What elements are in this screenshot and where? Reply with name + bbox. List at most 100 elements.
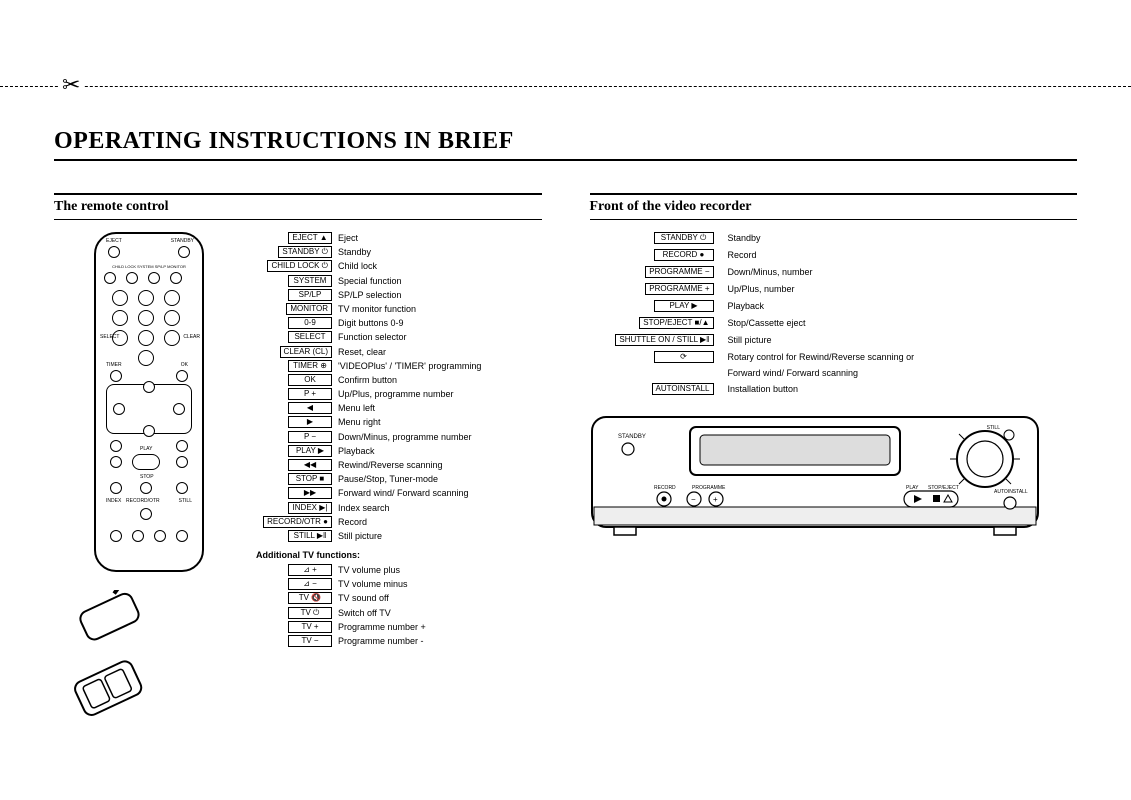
cut-line bbox=[0, 86, 1131, 87]
front-legend-button: AUTOINSTALL bbox=[652, 383, 714, 395]
legend-row: P + Up/Plus, programme number bbox=[256, 388, 542, 400]
legend-row: STOP ■ Pause/Stop, Tuner-mode bbox=[256, 473, 542, 485]
right-heading: Front of the video recorder bbox=[590, 193, 1078, 220]
battery-insert-icon bbox=[54, 660, 164, 720]
num6 bbox=[164, 310, 180, 326]
num9 bbox=[164, 330, 180, 346]
vol-dn bbox=[110, 456, 122, 468]
front-legend-desc: Standby bbox=[720, 233, 761, 243]
front-legend-row: STOP/EJECT ■/▲Stop/Cassette eject bbox=[590, 317, 1078, 329]
legend-desc: Digit buttons 0-9 bbox=[338, 318, 404, 328]
num5 bbox=[138, 310, 154, 326]
legend-button: SELECT bbox=[288, 331, 332, 343]
front-legend-desc: Installation button bbox=[720, 384, 799, 394]
b2 bbox=[126, 272, 138, 284]
num4 bbox=[112, 310, 128, 326]
vol-up bbox=[110, 440, 122, 452]
legend-button: EJECT ▲ bbox=[288, 232, 332, 244]
num3 bbox=[164, 290, 180, 306]
legend-button: TV + bbox=[288, 621, 332, 633]
legend-row: CHILD LOCK ⏻Child lock bbox=[256, 260, 542, 272]
b3 bbox=[148, 272, 160, 284]
legend-desc: Standby bbox=[338, 247, 371, 257]
legend-row: EJECT ▲Eject bbox=[256, 232, 542, 244]
tv-up bbox=[176, 440, 188, 452]
right-column: Front of the video recorder STANDBY ⏻Sta… bbox=[590, 193, 1078, 720]
b4 bbox=[170, 272, 182, 284]
front-legend-row: PROGRAMME − Down/Minus, number bbox=[590, 266, 1078, 278]
front-legend-row: STANDBY ⏻Standby bbox=[590, 232, 1078, 244]
legend-row: TIMER ⊕'VIDEOPlus' / 'TIMER' programming bbox=[256, 360, 542, 372]
lbl-stop: STOP bbox=[140, 474, 154, 480]
legend-row: ◀ Menu left bbox=[256, 402, 542, 414]
tvoff bbox=[132, 530, 144, 542]
legend-button: ▶▶ bbox=[288, 487, 332, 499]
legend-row: 0-9Digit buttons 0-9 bbox=[256, 317, 542, 329]
svg-text:STOP/EJECT: STOP/EJECT bbox=[928, 485, 959, 491]
legend-row: ▶Menu right bbox=[256, 416, 542, 428]
front-legend-row: AUTOINSTALL Installation button bbox=[590, 383, 1078, 395]
legend-button: P + bbox=[288, 388, 332, 400]
legend-desc: Still picture bbox=[338, 531, 382, 541]
num2 bbox=[138, 290, 154, 306]
lbl-ok: OK bbox=[181, 362, 188, 368]
legend-row: P −Down/Minus, programme number bbox=[256, 431, 542, 443]
legend-desc: Reset, clear bbox=[338, 347, 386, 357]
front-legend-button: PROGRAMME − bbox=[645, 266, 713, 278]
legend-row: ▶▶ Forward wind/ Forward scanning bbox=[256, 487, 542, 499]
front-legend-row: Forward wind/ Forward scanning bbox=[590, 368, 1078, 378]
b1 bbox=[104, 272, 116, 284]
remote-legend: EJECT ▲EjectSTANDBY ⏻StandbyCHILD LOCK ⏻… bbox=[256, 232, 542, 720]
vcr-illustration: STANDBY RECORD PROGRAMME − + PLAY bbox=[590, 415, 1078, 550]
tv-dn bbox=[176, 456, 188, 468]
front-legend-row: ⟳Rotary control for Rewind/Reverse scann… bbox=[590, 351, 1078, 363]
lbl-index: INDEX bbox=[106, 498, 121, 504]
vcr-lbl-standby: STANDBY bbox=[618, 434, 646, 440]
legend-row: TV +Programme number + bbox=[256, 621, 542, 633]
lbl-select: SELECT bbox=[100, 334, 119, 340]
legend-desc: TV monitor function bbox=[338, 304, 416, 314]
front-legend-desc: Down/Minus, number bbox=[720, 267, 813, 277]
legend-button: PLAY ▶ bbox=[288, 445, 332, 457]
legend-row: SYSTEMSpecial function bbox=[256, 275, 542, 287]
legend-desc: Menu left bbox=[338, 403, 375, 413]
legend-row: TV ⏻Switch off TV bbox=[256, 607, 542, 619]
legend-row: ◀◀Rewind/Reverse scanning bbox=[256, 459, 542, 471]
tvmute bbox=[110, 530, 122, 542]
legend-desc: Record bbox=[338, 517, 367, 527]
svg-text:STILL: STILL bbox=[986, 425, 1000, 431]
legend-button: P − bbox=[288, 431, 332, 443]
front-legend-row: PROGRAMME +Up/Plus, number bbox=[590, 283, 1078, 295]
legend-button: SP/LP bbox=[288, 289, 332, 301]
legend-button: OK bbox=[288, 374, 332, 386]
tvminus bbox=[176, 530, 188, 542]
svg-text:PROGRAMME: PROGRAMME bbox=[692, 485, 726, 491]
legend-row: SELECT Function selector bbox=[256, 331, 542, 343]
btn-ff bbox=[176, 482, 188, 494]
btn-timer bbox=[110, 370, 122, 382]
legend-desc: TV volume plus bbox=[338, 565, 400, 575]
legend-desc: Switch off TV bbox=[338, 608, 391, 618]
legend-button: ◀ bbox=[288, 402, 332, 414]
btn-standby bbox=[178, 246, 190, 258]
nav-left bbox=[113, 403, 125, 415]
legend-row: SP/LPSP/LP selection bbox=[256, 289, 542, 301]
legend-desc: Pause/Stop, Tuner-mode bbox=[338, 474, 438, 484]
lbl-still: STILL bbox=[179, 498, 192, 504]
legend-button: ⊿ + bbox=[288, 564, 332, 576]
scissors-icon: ✂ bbox=[58, 72, 84, 98]
legend-button: STOP ■ bbox=[288, 473, 332, 485]
legend-row: RECORD/OTR ● Record bbox=[256, 516, 542, 528]
legend-button: STILL ▶‖ bbox=[288, 530, 332, 542]
legend-desc: Forward wind/ Forward scanning bbox=[338, 488, 469, 498]
legend-desc: Confirm button bbox=[338, 375, 397, 385]
lbl-row2: CHILD LOCK SYSTEM SP/LP MONITOR bbox=[102, 264, 196, 269]
remote-area: EJECT STANDBY CHILD LOCK SYSTEM SP/LP MO… bbox=[54, 232, 244, 720]
legend-button: RECORD/OTR ● bbox=[263, 516, 332, 528]
front-legend-button: PROGRAMME + bbox=[645, 283, 713, 295]
legend-button: CLEAR (CL) bbox=[280, 346, 332, 358]
legend-desc: Up/Plus, programme number bbox=[338, 389, 454, 399]
legend-button: ⊿ − bbox=[288, 578, 332, 590]
legend-desc: Function selector bbox=[338, 332, 407, 342]
lbl-timer: TIMER bbox=[106, 362, 122, 368]
